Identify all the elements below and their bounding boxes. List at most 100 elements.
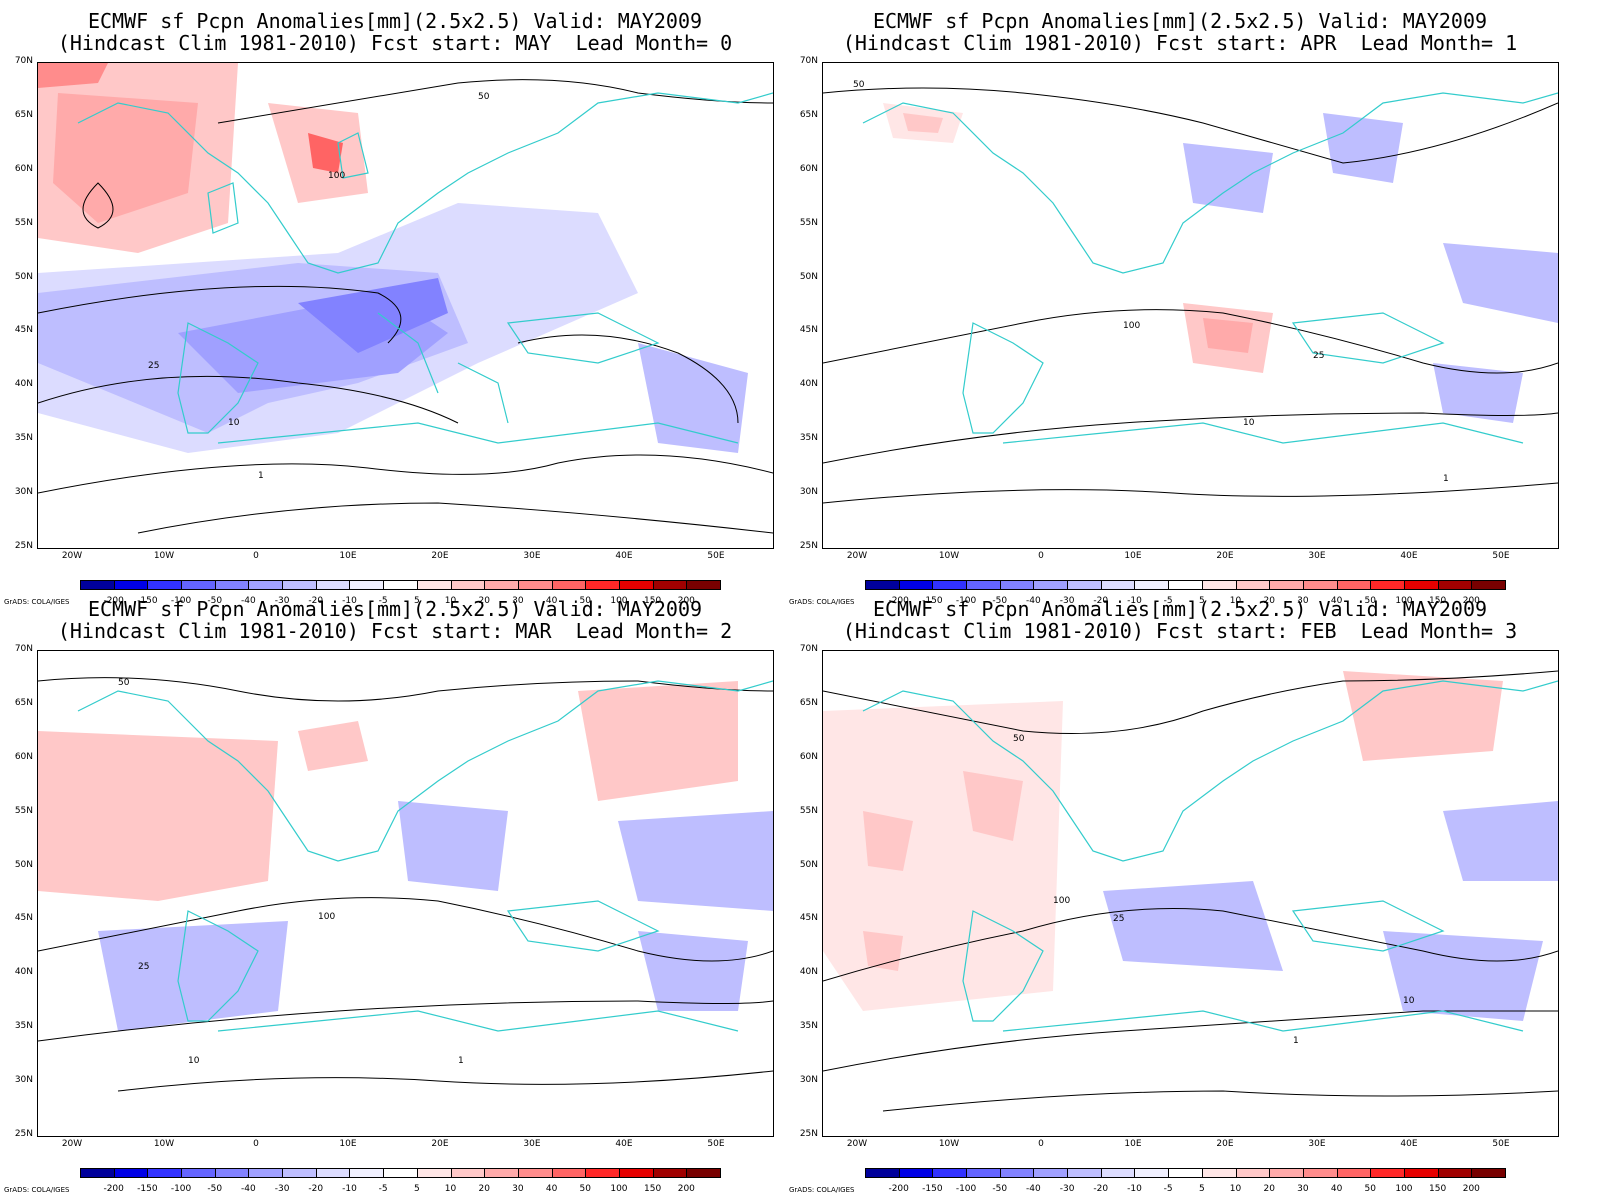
latitude-tick-label: 60N — [799, 751, 818, 762]
panel-title-line1: ECMWF sf Pcpn Anomalies[mm](2.5x2.5) Val… — [872, 597, 1488, 621]
longitude-tick-label: 30E — [523, 1139, 541, 1149]
colorbar — [865, 580, 1506, 594]
latitude-tick-label: 40N — [799, 967, 818, 978]
colorbar-swatch — [214, 1168, 250, 1178]
longitude-tick-label: 40E — [1400, 1139, 1418, 1149]
longitude-tick-label: 50E — [1492, 1139, 1510, 1149]
contour-label: 50 — [478, 92, 490, 102]
contour-label: 1 — [1443, 474, 1449, 484]
colorbar-label: -200 — [103, 1184, 124, 1194]
contour-label: 100 — [1053, 896, 1070, 906]
map-panel-lead-1: ECMWF sf Pcpn Anomalies[mm](2.5x2.5) Val… — [785, 0, 1575, 606]
colorbar-swatch — [1471, 580, 1506, 590]
longitude-tick-label: 40E — [615, 551, 633, 561]
longitude-tick-label: 20E — [1216, 551, 1234, 561]
panel-title-line2: (Hindcast Clim 1981-2010) Fcst start: FE… — [842, 619, 1518, 643]
latitude-tick-label: 65N — [799, 697, 818, 708]
colorbar-label: 30 — [512, 596, 524, 606]
colorbar-label: 20 — [478, 596, 490, 606]
panel-title-line2: (Hindcast Clim 1981-2010) Fcst start: AP… — [842, 31, 1518, 55]
colorbar-swatch — [1134, 1168, 1170, 1178]
colorbar-label: -5 — [1163, 1184, 1173, 1194]
latitude-tick-label: 30N — [799, 1075, 818, 1086]
longitude-tick-label: 20E — [1216, 1139, 1234, 1149]
anomaly-map: 50 100 25 10 1 — [37, 62, 774, 549]
longitude-tick-label: 10E — [339, 551, 357, 561]
colorbar-swatch — [181, 1168, 216, 1178]
colorbar-label: 100 — [1395, 596, 1413, 606]
colorbar-label: -150 — [137, 596, 158, 606]
latitude-tick-label: 65N — [14, 697, 33, 708]
panel-title-line2: (Hindcast Clim 1981-2010) Fcst start: MA… — [57, 619, 733, 643]
panel-title-line2: (Hindcast Clim 1981-2010) Fcst start: MA… — [57, 31, 733, 55]
latitude-tick-label: 35N — [799, 433, 818, 444]
colorbar-swatch — [1067, 1168, 1102, 1178]
colorbar-label: 150 — [644, 1184, 662, 1194]
contour-label: 25 — [1313, 351, 1324, 361]
contour-label: 10 — [188, 1056, 200, 1066]
colorbar-label: 10 — [444, 596, 457, 606]
colorbar-label: -20 — [308, 1184, 324, 1194]
longitude-tick-label: 10W — [938, 1139, 960, 1149]
colorbar-label: 200 — [677, 1184, 695, 1194]
latitude-tick-label: 60N — [14, 163, 33, 174]
colorbar-label: 200 — [677, 596, 695, 606]
longitude-tick-label: 30E — [523, 551, 541, 561]
colorbar-label: -50 — [207, 1184, 223, 1194]
contour-label: 10 — [1243, 418, 1255, 428]
latitude-tick-label: 50N — [14, 271, 33, 282]
colorbar-swatch — [551, 1168, 587, 1178]
grads-credit: GrADS: COLA/IGES — [789, 1186, 855, 1194]
latitude-tick-label: 65N — [14, 109, 33, 120]
colorbar-label: 150 — [1429, 596, 1447, 606]
latitude-tick-label: 60N — [799, 163, 818, 174]
colorbar-label: -20 — [1093, 1184, 1109, 1194]
longitude-tick-label: 0 — [1038, 1139, 1044, 1149]
colorbar-swatch — [315, 1168, 351, 1178]
panel-title-line1: ECMWF sf Pcpn Anomalies[mm](2.5x2.5) Val… — [872, 9, 1488, 33]
colorbar-label: -150 — [922, 1184, 943, 1194]
contour-label: 50 — [118, 678, 130, 688]
colorbar-swatch — [652, 1168, 688, 1178]
latitude-tick-label: 25N — [799, 1129, 818, 1139]
latitude-tick-label: 35N — [14, 433, 33, 444]
latitude-tick-label: 60N — [14, 751, 33, 762]
colorbar-label: 30 — [512, 1184, 524, 1194]
colorbar-label: 20 — [478, 1184, 490, 1194]
colorbar-label: 30 — [1297, 596, 1309, 606]
colorbar-label: -10 — [1127, 1184, 1142, 1194]
colorbar-swatch — [484, 1168, 519, 1178]
colorbar-swatch — [585, 1168, 620, 1178]
colorbar-swatch — [1471, 1168, 1506, 1178]
colorbar-swatch — [1302, 1168, 1338, 1178]
anomaly-map: 50 100 25 10 1 — [822, 62, 1559, 549]
colorbar-label: -40 — [241, 1184, 256, 1194]
grads-credit: GrADS: COLA/IGES — [789, 598, 855, 606]
colorbar-label: 30 — [1297, 1184, 1309, 1194]
latitude-tick-label: 70N — [14, 56, 33, 66]
latitude-tick-label: 25N — [14, 541, 33, 551]
longitude-tick-label: 40E — [1400, 551, 1418, 561]
latitude-tick-label: 45N — [14, 913, 33, 924]
colorbar-swatch — [1336, 1168, 1372, 1178]
colorbar-label: -30 — [274, 596, 290, 606]
latitude-tick-label: 55N — [14, 217, 33, 228]
latitude-tick-label: 45N — [799, 325, 818, 336]
latitude-tick-label: 35N — [799, 1021, 818, 1032]
colorbar-label: -50 — [207, 596, 223, 606]
colorbar-label: -40 — [1026, 596, 1041, 606]
anomaly-map: 50 100 25 10 1 — [822, 650, 1559, 1137]
colorbar-label: 10 — [1229, 1184, 1242, 1194]
latitude-tick-label: 50N — [14, 859, 33, 870]
contour-label: 10 — [1403, 996, 1415, 1006]
latitude-tick-label: 55N — [799, 805, 818, 816]
colorbar-swatch — [282, 1168, 317, 1178]
colorbar-label: 150 — [1429, 1184, 1447, 1194]
panel-title-line1: ECMWF sf Pcpn Anomalies[mm](2.5x2.5) Val… — [87, 9, 703, 33]
longitude-tick-label: 10E — [1124, 1139, 1142, 1149]
colorbar-label: 50 — [1364, 596, 1376, 606]
longitude-tick-label: 0 — [1038, 551, 1044, 561]
latitude-tick-label: 25N — [799, 541, 818, 551]
colorbar-label: 200 — [1462, 596, 1480, 606]
colorbar-label: -20 — [308, 596, 324, 606]
